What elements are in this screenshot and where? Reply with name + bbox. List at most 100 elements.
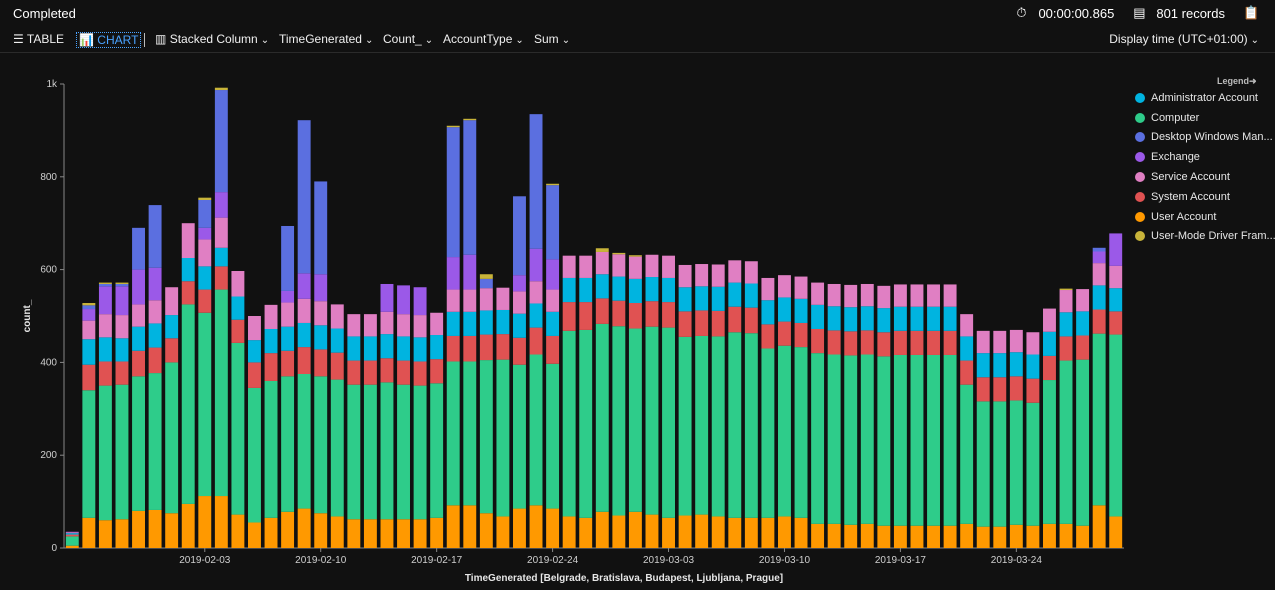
y-axis-dropdown[interactable]: Count_ ⌄ bbox=[383, 32, 434, 46]
bar-segment bbox=[529, 303, 543, 328]
bar-segment bbox=[529, 248, 543, 282]
legend-item[interactable]: Desktop Windows Man... bbox=[1135, 128, 1275, 148]
bar-segment bbox=[910, 284, 924, 307]
bar-segment bbox=[612, 276, 626, 301]
legend-item[interactable]: Administrator Account bbox=[1135, 88, 1275, 108]
bar-segment bbox=[413, 519, 427, 548]
chart-type-dropdown[interactable]: ▥ Stacked Column ⌄ bbox=[155, 32, 270, 46]
legend-label: System Account bbox=[1151, 190, 1230, 203]
bar-segment bbox=[115, 286, 129, 316]
bar-segment bbox=[546, 259, 560, 290]
bar-segment bbox=[380, 334, 394, 359]
legend-title: Legend➜ bbox=[1217, 76, 1257, 86]
bar-segment bbox=[1092, 247, 1106, 252]
bar-segment bbox=[413, 337, 427, 362]
bar-segment bbox=[1043, 380, 1056, 524]
bar-segment bbox=[960, 336, 974, 361]
bar-segment bbox=[695, 286, 709, 311]
legend-toggle-icon[interactable]: ➜ bbox=[1249, 76, 1257, 86]
legend-label: Service Account bbox=[1151, 171, 1230, 184]
bar-segment bbox=[844, 331, 858, 356]
bar-segment bbox=[546, 363, 560, 509]
bar-segment bbox=[860, 523, 874, 548]
bar-segment bbox=[463, 289, 477, 312]
bar-segment bbox=[711, 516, 725, 548]
bar-segment bbox=[496, 334, 510, 360]
stopwatch-icon: ⏱ bbox=[1016, 5, 1027, 20]
bar-segment bbox=[363, 384, 377, 520]
clipboard-icon[interactable]: 📋 bbox=[1243, 5, 1260, 20]
bar-segment bbox=[65, 534, 79, 537]
display-time-dropdown[interactable]: Display time (UTC+01:00) ⌄ bbox=[1109, 32, 1259, 46]
chart-view-button[interactable]: 📊 CHART bbox=[76, 32, 142, 48]
x-axis-dropdown[interactable]: TimeGenerated ⌄ bbox=[279, 32, 374, 46]
bar-segment bbox=[214, 289, 228, 497]
table-view-button[interactable]: ☰ TABLE bbox=[13, 32, 65, 46]
bar-segment bbox=[976, 353, 990, 378]
legend-swatch bbox=[1135, 191, 1145, 202]
bar-segment bbox=[778, 516, 791, 548]
bar-segment bbox=[380, 382, 394, 520]
bar-segment bbox=[463, 361, 477, 506]
bar-segment bbox=[397, 336, 410, 361]
legend-label: User-Mode Driver Fram... bbox=[1151, 230, 1275, 243]
bar-segment bbox=[198, 197, 212, 200]
bar-segment bbox=[960, 314, 974, 337]
bar-segment bbox=[860, 283, 874, 307]
bar-segment bbox=[248, 362, 261, 388]
bar-segment bbox=[1009, 524, 1023, 548]
bar-segment bbox=[579, 517, 593, 548]
bar-segment bbox=[877, 525, 891, 548]
legend-item[interactable]: Exchange bbox=[1135, 147, 1275, 167]
bar-segment bbox=[446, 361, 460, 506]
bar-segment bbox=[877, 356, 891, 526]
bar-segment bbox=[728, 517, 742, 548]
bar-segment bbox=[728, 332, 742, 518]
bar-segment bbox=[98, 361, 112, 386]
bar-segment bbox=[976, 401, 990, 527]
bar-segment bbox=[1109, 288, 1123, 312]
bar-segment bbox=[198, 289, 212, 313]
y-tick-label: 800 bbox=[40, 172, 57, 183]
bar-segment bbox=[65, 533, 79, 535]
legend-item[interactable]: User Account bbox=[1135, 207, 1275, 227]
legend-item[interactable]: Service Account bbox=[1135, 167, 1275, 187]
legend-swatch bbox=[1135, 132, 1145, 143]
bar-segment bbox=[1059, 336, 1073, 361]
bar-chart-icon: 📊 bbox=[79, 33, 94, 47]
bar-segment bbox=[198, 312, 212, 497]
bar-segment bbox=[529, 354, 543, 506]
bar-segment bbox=[264, 517, 278, 548]
bar-segment bbox=[1092, 309, 1106, 334]
bar-segment bbox=[827, 354, 841, 524]
bar-segment bbox=[363, 336, 377, 361]
bar-segment bbox=[1059, 288, 1073, 291]
bar-segment bbox=[1043, 355, 1056, 381]
bar-segment bbox=[546, 183, 560, 186]
split-by-dropdown[interactable]: AccountType ⌄ bbox=[443, 32, 524, 46]
aggregation-dropdown[interactable]: Sum ⌄ bbox=[534, 32, 571, 46]
bar-segment bbox=[330, 379, 344, 517]
bar-segment bbox=[513, 508, 526, 548]
bar-segment bbox=[264, 353, 278, 381]
bar-segment bbox=[877, 308, 891, 333]
legend-item[interactable]: Computer bbox=[1135, 108, 1275, 128]
bar-segment bbox=[628, 303, 642, 329]
bar-segment bbox=[198, 496, 212, 548]
legend-item[interactable]: User-Mode Driver Fram... bbox=[1135, 227, 1275, 247]
bar-segment bbox=[330, 328, 344, 353]
bar-segment bbox=[943, 354, 957, 526]
bar-segment bbox=[264, 328, 278, 354]
bar-segment bbox=[645, 301, 659, 327]
bar-segment bbox=[281, 376, 295, 512]
bar-segment bbox=[927, 525, 940, 548]
bar-segment bbox=[264, 304, 278, 329]
x-tick-label: 2019-03-24 bbox=[991, 555, 1043, 566]
bar-segment bbox=[82, 339, 96, 365]
legend-item[interactable]: System Account bbox=[1135, 187, 1275, 207]
bar-segment bbox=[248, 316, 261, 341]
bar-segment bbox=[728, 260, 742, 283]
bar-segment bbox=[827, 283, 841, 307]
bar-segment bbox=[711, 310, 725, 337]
bar-segment bbox=[827, 306, 841, 331]
